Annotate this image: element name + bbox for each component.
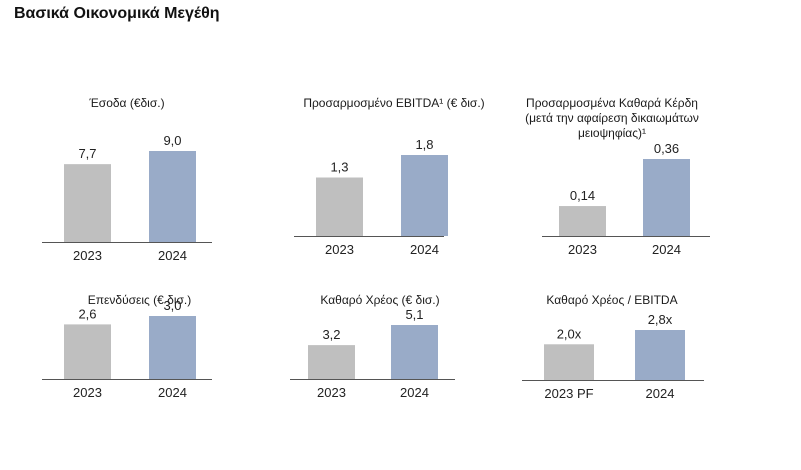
bar-chart: 0,14 2023 0,36 2024 xyxy=(542,141,710,257)
bar-2023 xyxy=(64,164,111,242)
chart-title: Έσοδα (€δισ.) xyxy=(42,96,212,111)
bar-chart: 7,7 2023 9,0 2024 xyxy=(42,133,212,263)
chart-title-line: Επενδύσεις (€ δισ.) xyxy=(87,293,192,307)
bar-chart: 3,2 2023 5,1 2024 xyxy=(290,307,455,400)
x-tick-label: 2024 xyxy=(400,385,429,400)
x-tick-label: 2023 xyxy=(568,242,597,257)
chart-title-line: Έσοδα (€δισ.) xyxy=(89,96,165,110)
bar-2024 xyxy=(391,325,438,379)
bar-2024 xyxy=(635,330,685,380)
chart-title-line: (μετά την αφαίρεση δικαιωμάτων xyxy=(525,111,699,125)
chart-title-line: Προσαρμοσμένο EBITDA¹ (€ δισ.) xyxy=(303,96,485,110)
x-tick-label: 2024 xyxy=(158,248,187,263)
data-label: 1,8 xyxy=(415,137,433,152)
bar-2024 xyxy=(149,316,196,379)
data-label: 2,8x xyxy=(648,312,673,327)
chart-title-line: μειοψηφίας)¹ xyxy=(578,126,646,140)
chart-title-line: Καθαρό Χρέος / EBITDA xyxy=(546,293,678,307)
data-label: 0,36 xyxy=(654,141,679,156)
chart-title-line: Καθαρό Χρέος (€ δισ.) xyxy=(320,293,440,307)
chart-title-line: Προσαρμοσμένα Καθαρά Κέρδη xyxy=(526,96,698,110)
data-label: 9,0 xyxy=(163,133,181,148)
data-label: 5,1 xyxy=(405,307,423,322)
data-label: 3,0 xyxy=(163,298,181,313)
chart-panel-4: Επενδύσεις (€ δισ.) 2,6 2023 3,0 2024 xyxy=(42,293,237,405)
bar-chart: 1,3 2023 1,8 2024 xyxy=(294,137,448,257)
bar-2023 xyxy=(64,324,111,379)
x-tick-label: 2023 PF xyxy=(544,386,593,401)
bar-2023 xyxy=(308,345,355,379)
chart-panel-6: Καθαρό Χρέος / EBITDA 2,0x 2023 PF 2,8x 2024 xyxy=(512,293,712,406)
data-label: 0,14 xyxy=(570,188,595,203)
chart-title: Καθαρό Χρέος / EBITDA xyxy=(512,293,712,308)
data-label: 7,7 xyxy=(78,146,96,161)
chart-panel-5: Καθαρό Χρέος (€ δισ.) 3,2 2023 5,1 2024 xyxy=(290,293,470,405)
chart-title: Καθαρό Χρέος (€ δισ.) xyxy=(290,293,470,308)
page-title: Βασικά Οικονομικά Μεγέθη xyxy=(14,5,220,22)
x-tick-label: 2024 xyxy=(652,242,681,257)
x-tick-label: 2023 xyxy=(317,385,346,400)
chart-title: Επενδύσεις (€ δισ.) xyxy=(42,293,237,308)
bar-2023-pf xyxy=(544,344,594,380)
bar-2024 xyxy=(401,155,448,236)
chart-title: Προσαρμοσμένο EBITDA¹ (€ δισ.) xyxy=(294,96,494,111)
data-label: 2,6 xyxy=(78,306,96,321)
bar-chart: 2,6 2023 3,0 2024 xyxy=(42,298,212,400)
bar-2024 xyxy=(643,159,690,236)
x-tick-label: 2024 xyxy=(158,385,187,400)
x-tick-label: 2024 xyxy=(410,242,439,257)
chart-panel-2: Προσαρμοσμένο EBITDA¹ (€ δισ.) 1,3 2023 1,8… xyxy=(294,96,494,262)
bar-2024 xyxy=(149,151,196,242)
chart-panel-1: Έσοδα (€δισ.) 7,7 2023 9,0 2024 xyxy=(42,96,212,268)
x-tick-label: 2023 xyxy=(73,248,102,263)
x-tick-label: 2023 xyxy=(325,242,354,257)
bar-2023 xyxy=(316,177,363,236)
chart-title: Προσαρμοσμένα Καθαρά Κέρδη (μετά την αφαί… xyxy=(512,96,712,141)
chart-panel-3: Προσαρμοσμένα Καθαρά Κέρδη (μετά την αφαί… xyxy=(512,96,712,262)
x-tick-label: 2023 xyxy=(73,385,102,400)
data-label: 3,2 xyxy=(322,327,340,342)
bar-chart: 2,0x 2023 PF 2,8x 2024 xyxy=(522,312,704,401)
data-label: 2,0x xyxy=(557,326,582,341)
data-label: 1,3 xyxy=(330,160,348,175)
bar-2023 xyxy=(559,206,606,236)
x-tick-label: 2024 xyxy=(646,386,675,401)
